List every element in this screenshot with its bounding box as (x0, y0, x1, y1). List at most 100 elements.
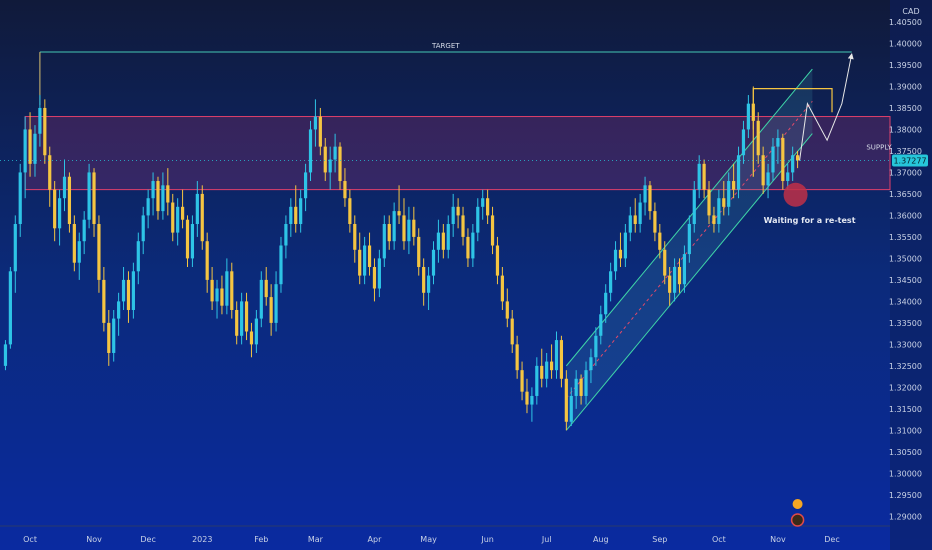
recent-high-marker (752, 88, 833, 177)
candle-body (628, 215, 632, 233)
candle-body (456, 206, 460, 216)
time-tick-label: Jun (480, 535, 494, 544)
currency-label: CAD (902, 7, 919, 16)
candle-body (594, 335, 598, 358)
candle-body (264, 279, 268, 298)
candle-body (195, 193, 199, 225)
candle-body (653, 211, 657, 233)
candle-body (28, 129, 32, 164)
price-tick-label: 1.32000 (889, 383, 922, 392)
candle-body (363, 245, 367, 276)
candle-body (185, 219, 190, 259)
candle-body (564, 378, 568, 422)
candle-body (72, 224, 76, 263)
price-tick-label: 1.33500 (889, 319, 922, 328)
candle-body (609, 271, 613, 293)
candle-body (166, 185, 170, 203)
candle-body (348, 198, 352, 225)
candle-body (82, 219, 86, 242)
price-tick-label: 1.29000 (889, 512, 922, 521)
candle-body (249, 331, 254, 345)
candle-body (638, 202, 642, 225)
time-tick-label: Sep (652, 535, 667, 544)
candle-body (569, 395, 573, 422)
candle-body (112, 318, 116, 353)
candle-body (677, 267, 682, 285)
candle-body (284, 224, 288, 246)
candle-body (559, 340, 564, 379)
candle-body (323, 146, 327, 173)
candle-body (343, 181, 347, 199)
candle-body (746, 103, 750, 130)
candle-body (171, 202, 175, 233)
channel-lower-line (565, 133, 813, 431)
candle-body (633, 215, 637, 225)
candle-body (736, 155, 741, 190)
candle-body (136, 241, 140, 272)
price-tick-label: 1.38500 (889, 104, 922, 113)
price-tick-label: 1.35500 (889, 233, 922, 242)
candle-body (382, 224, 386, 259)
candle-body (722, 198, 726, 207)
candle-body (244, 301, 249, 332)
candle-body (299, 198, 303, 225)
time-tick-label: Mar (308, 535, 324, 544)
price-tick-label: 1.36000 (889, 211, 922, 220)
candle-body (692, 189, 696, 225)
candle-body (446, 224, 450, 250)
candle-body (623, 232, 627, 259)
candle-body (682, 254, 687, 285)
candle-body (727, 181, 731, 207)
candle-body (441, 232, 445, 250)
candle-body (407, 219, 411, 242)
candle-body (510, 318, 514, 345)
candle-body (436, 232, 441, 250)
candle-body (402, 215, 406, 242)
price-tick-label: 1.30500 (889, 448, 922, 457)
price-tick-label: 1.30000 (889, 469, 922, 478)
candle-body (549, 361, 554, 371)
candle-body (702, 163, 706, 190)
candle-body (589, 357, 593, 371)
candle-body (613, 249, 618, 272)
candle-body (791, 155, 795, 173)
price-tick-label: 1.33000 (889, 340, 922, 349)
candle-body (776, 138, 780, 147)
candle-body (318, 116, 322, 147)
candle-body (126, 279, 131, 310)
candle-body (756, 120, 760, 156)
candle-body (353, 224, 357, 250)
candle-body (392, 211, 396, 242)
candle-body (3, 344, 8, 366)
candle-body (48, 155, 52, 190)
earnings-icon[interactable] (790, 513, 805, 527)
price-tick-label: 1.40000 (889, 39, 922, 48)
candle-body (668, 275, 672, 293)
event-icon[interactable] (792, 499, 803, 509)
time-tick-label: Apr (368, 535, 383, 544)
candle-body (38, 107, 42, 134)
candle-body (102, 279, 106, 323)
candle-body (43, 107, 47, 156)
candle-body (141, 215, 145, 242)
candle-body (92, 172, 96, 225)
candle-body (741, 129, 746, 156)
candle-body (781, 138, 785, 182)
price-tick-label: 1.34500 (889, 276, 922, 285)
candle-body (707, 189, 711, 216)
candle-body (279, 245, 283, 285)
candle-body (500, 275, 504, 302)
candle-body (604, 292, 608, 315)
candle-body (717, 198, 721, 225)
price-tick-label: 1.31000 (889, 426, 922, 435)
candle-body (505, 301, 509, 319)
candle-body (156, 181, 160, 212)
candle-body (18, 172, 22, 225)
candle-body (62, 176, 67, 199)
time-tick-label: Oct (23, 535, 37, 544)
candle-body (23, 129, 27, 173)
price-tick-label: 1.40500 (889, 18, 922, 27)
candle-body (176, 206, 180, 233)
